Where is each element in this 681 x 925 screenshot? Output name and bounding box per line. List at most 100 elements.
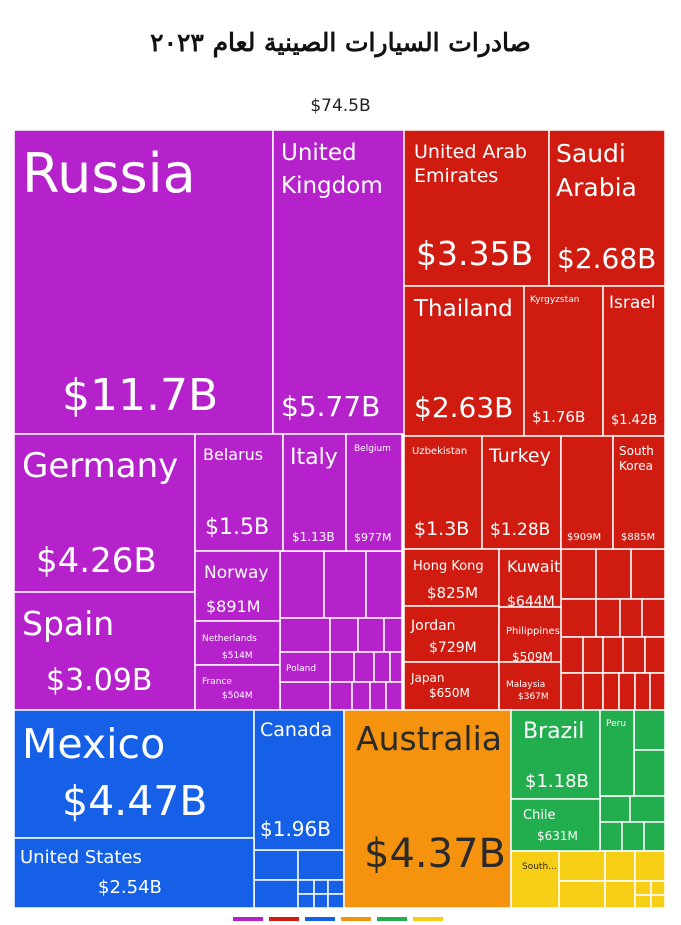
treemap-tile-united-kingdom	[272, 129, 406, 435]
treemap-tile-france-label: France	[202, 677, 232, 687]
treemap-tile-minor	[560, 636, 584, 674]
treemap-tile-chile-value: $631M	[537, 829, 578, 843]
treemap-tile-norway-value: $891M	[206, 597, 261, 616]
treemap-tile-minor	[560, 672, 584, 711]
treemap-tile-spain	[13, 591, 196, 711]
treemap-tile-united-states-label: United States	[20, 847, 142, 868]
treemap-tile-minor	[619, 598, 643, 638]
treemap-tile-united-arab-emirates-label-line-1: United Arab	[414, 141, 527, 163]
legend-swatch[interactable]	[305, 917, 335, 921]
treemap-tile-minor	[389, 651, 403, 683]
treemap-tile-australia-value: $4.37B	[364, 831, 506, 877]
treemap-tile-brazil-value: $1.18B	[525, 771, 589, 792]
chart-title: صادرات السيارات الصينية لعام ٢٠٢٣	[150, 28, 531, 57]
treemap-tile-belgium-value: $977M	[354, 531, 392, 544]
treemap-tile-minor	[279, 681, 331, 711]
treemap-tile-uzbekistan-value: $1.3B	[414, 518, 469, 540]
treemap-tile-hong-kong-label: Hong Kong	[413, 559, 484, 574]
treemap-tile-minor	[383, 617, 403, 653]
treemap-tile-germany	[13, 433, 196, 593]
treemap-tile-united-arab-emirates	[403, 129, 550, 287]
treemap-tile-kuwait-value: $644M	[507, 594, 555, 610]
treemap-tile-jordan-value: $729M	[429, 640, 477, 656]
treemap-tile-italy-value: $1.13B	[292, 530, 335, 544]
treemap-tile-minor	[650, 894, 666, 909]
treemap-tile-belarus	[194, 433, 284, 552]
treemap-tile-russia-value: $11.7B	[62, 370, 218, 421]
treemap-tile-mexico-label: Mexico	[22, 720, 165, 768]
treemap-tile-malaysia-label: Malaysia	[506, 680, 545, 690]
treemap-tile-minor	[329, 617, 359, 653]
treemap-tile-kuwait	[498, 548, 562, 608]
treemap-tile-australia-label: Australia	[356, 719, 502, 758]
treemap-tile-minor	[650, 880, 666, 896]
treemap-tile-minor	[630, 548, 666, 600]
treemap-tile-minor	[599, 795, 631, 823]
treemap-tile-minor	[629, 795, 666, 823]
treemap-tile-minor	[329, 681, 353, 711]
treemap-tile-japan	[403, 661, 500, 711]
treemap-tile-spain-value: $3.09B	[46, 663, 152, 698]
treemap-tile-kuwait-label: Kuwait	[507, 557, 560, 576]
treemap-tile-mexico-value: $4.47B	[62, 777, 208, 825]
treemap-tile-japan-value: $650M	[429, 686, 470, 700]
treemap-tile-italy	[282, 433, 347, 552]
treemap-tile-poland-label: Poland	[286, 664, 316, 674]
treemap-tile-minor	[595, 548, 632, 600]
treemap-tile-minor	[643, 821, 666, 852]
legend-swatch[interactable]	[341, 917, 371, 921]
treemap-tile-minor	[297, 849, 345, 881]
treemap-tile-south-korea-label-line-2: Korea	[619, 459, 653, 473]
treemap-tile-south-label: South...	[522, 862, 557, 872]
treemap-tile-saudi-arabia-label-line-1: Saudi	[556, 139, 626, 168]
treemap-tile-minor	[558, 850, 606, 882]
chart-total: $74.5B	[310, 96, 371, 116]
treemap-tile-russia-label: Russia	[22, 142, 196, 205]
treemap-tile-minor	[602, 636, 624, 674]
treemap-tile-poland	[279, 651, 331, 683]
treemap-tile-minor	[634, 672, 651, 711]
treemap-tile-minor	[644, 636, 666, 674]
treemap-tile-israel-label: Israel	[609, 293, 655, 313]
treemap-tile-minor	[253, 849, 299, 881]
treemap-tile-turkey-value: $1.28B	[490, 520, 550, 540]
treemap-tile-minor	[297, 879, 315, 895]
treemap-tile-uzbekistan-label: Uzbekistan	[412, 446, 467, 457]
treemap-tile-minor	[313, 893, 329, 909]
treemap-tile-france-value: $504M	[222, 691, 253, 701]
treemap-tile-minor	[369, 681, 387, 711]
treemap-tile-italy-label: Italy	[290, 445, 338, 470]
treemap-tile-peru-label: Peru	[606, 719, 626, 729]
legend-swatch[interactable]	[413, 917, 443, 921]
treemap-tile-malaysia-value: $367M	[518, 692, 549, 702]
treemap-tile-minor	[297, 893, 315, 909]
legend-swatch[interactable]	[269, 917, 299, 921]
treemap-tile-spain-label: Spain	[22, 604, 114, 643]
legend-swatch[interactable]	[233, 917, 263, 921]
treemap-tile-minor	[599, 821, 623, 852]
treemap-tile-minor	[357, 617, 385, 653]
treemap-tile-minor	[604, 850, 636, 882]
treemap-tile-minor	[353, 651, 375, 683]
treemap-tile-minor	[582, 636, 604, 674]
treemap-tile-canada	[253, 709, 345, 851]
treemap-tile-netherlands-value: $514M	[222, 651, 253, 661]
treemap-tile-minor	[641, 598, 666, 638]
treemap-tile-turkey-label: Turkey	[488, 445, 551, 467]
treemap-tile-saudi-arabia-value: $2.68B	[557, 242, 656, 275]
treemap-tile-minor	[582, 672, 604, 711]
treemap-tile-minor	[385, 681, 403, 711]
treemap-tile-israel-value: $1.42B	[611, 413, 657, 428]
treemap-tile-thailand-label: Thailand	[413, 296, 513, 322]
treemap-tile-unlabeled-value: $909M	[567, 532, 601, 543]
treemap-tile-saudi-arabia	[548, 129, 666, 287]
treemap-tile-jordan-label: Jordan	[410, 618, 456, 634]
treemap-tile-australia	[343, 709, 512, 909]
treemap-tile-saudi-arabia-label-line-2: Arabia	[556, 173, 637, 202]
treemap-tile-minor	[327, 893, 345, 909]
treemap-tile-minor	[634, 850, 666, 882]
treemap-tile-south	[510, 850, 560, 909]
treemap-tile-germany-value: $4.26B	[36, 541, 157, 581]
legend-swatch[interactable]	[377, 917, 407, 921]
treemap-tile-minor	[323, 550, 367, 619]
